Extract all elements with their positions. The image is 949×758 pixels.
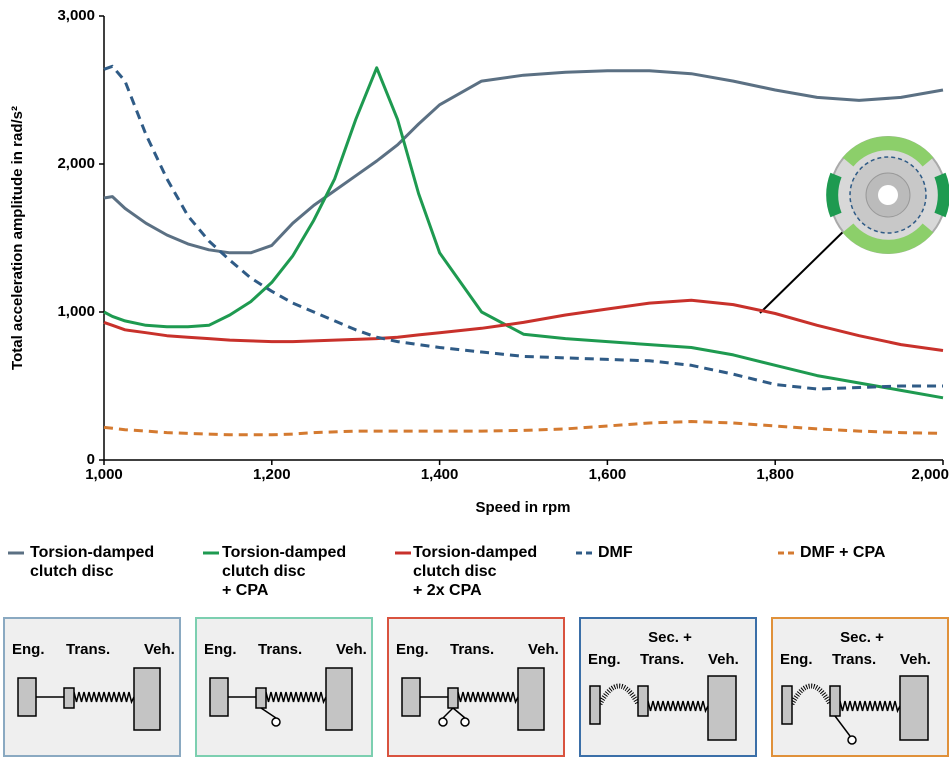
schematic-label: Trans. [832,651,876,668]
x-tick-label: 1,800 [756,466,794,483]
y-tick-label: 3,000 [57,7,95,24]
spring [457,691,519,705]
x-tick-label: 1,200 [253,466,291,483]
spring [647,700,709,714]
schematic: Eng. Trans. Veh. [195,617,373,757]
transmission [637,685,649,717]
schematic-label: Veh. [528,641,559,658]
schematic: Sec. + Eng. Trans. Veh. [579,617,757,757]
legend-label: Torsion-damped clutch disc [30,544,155,580]
schematic: Eng. Trans. Veh. [387,617,565,757]
schematic-label: Eng. [12,641,45,658]
x-tick-label: 1,600 [589,466,627,483]
x-axis-title: Speed in rpm [475,499,570,516]
transmission [829,685,841,717]
spring [839,700,901,714]
cpa-arm [442,707,454,719]
vehicle [899,675,929,741]
schematic-label: Eng. [780,651,813,668]
schematic-label: Trans. [66,641,110,658]
schematic-label: Veh. [336,641,367,658]
engine [17,677,37,717]
vehicle [133,667,161,731]
x-tick-label: 1,000 [85,466,123,483]
legend-label: Torsion-damped clutch disc + 2x CPA [413,544,538,599]
series-line [103,69,944,255]
vehicle [325,667,353,731]
series-line [103,64,943,391]
schematic: Eng. Trans. Veh. [3,617,181,757]
series-line [103,298,944,352]
legend-label: DMF [598,544,633,561]
schematic-label: Veh. [144,641,175,658]
cpa-arm [260,707,277,719]
schematic-label: Trans. [640,651,684,668]
vehicle [517,667,545,731]
dmf-arc-spring [597,683,641,706]
transmission [63,687,75,709]
series-line [103,66,944,400]
engine [589,685,601,725]
legend-label: DMF + CPA [800,544,886,561]
cpa-arm [834,715,851,737]
dmf-arc-spring [789,683,833,706]
y-axis-title: Total acceleration amplitude in rad/s² [9,106,26,370]
annotation-line [759,224,851,314]
x-tick-label: 2,000 [911,466,949,483]
schematic-label: Trans. [450,641,494,658]
cpa-mass [271,717,281,727]
schematic-label: Eng. [204,641,237,658]
schematic-label: Veh. [708,651,739,668]
schematic-label: Sec. + [840,629,884,646]
cpa-mass [438,717,448,727]
engine [209,677,229,717]
y-tick-label: 0 [87,451,95,468]
series-line [103,420,944,437]
y-tick-label: 1,000 [57,303,95,320]
vehicle [707,675,737,741]
x-tick-label: 1,400 [421,466,459,483]
spring [265,691,327,705]
schematic-label: Eng. [396,641,429,658]
cpa-mass [460,717,470,727]
transmission [255,687,267,709]
schematic-label: Trans. [258,641,302,658]
legend-label: Torsion-damped clutch disc + CPA [222,544,347,599]
transmission [447,687,459,709]
flywheel-icon [826,136,949,254]
schematic: Sec. + Eng. Trans. Veh. [771,617,949,757]
schematic-label: Eng. [588,651,621,668]
spring [73,691,135,705]
cpa-arm [452,707,466,719]
y-tick-label: 2,000 [57,155,95,172]
schematic-label: Sec. + [648,629,692,646]
engine [781,685,793,725]
schematic-label: Veh. [900,651,931,668]
engine [401,677,421,717]
cpa-mass [847,735,857,745]
